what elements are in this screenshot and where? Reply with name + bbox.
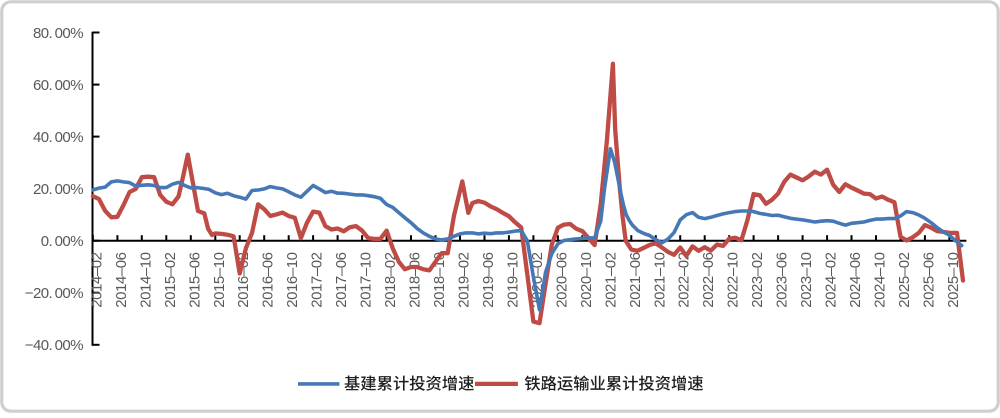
- svg-text:2022–10: 2022–10: [725, 252, 742, 307]
- svg-text:−40. 00%: −40. 00%: [25, 337, 83, 354]
- svg-text:2018–10: 2018–10: [431, 252, 448, 307]
- svg-text:2022–06: 2022–06: [700, 252, 717, 307]
- svg-text:2015–10: 2015–10: [211, 252, 228, 307]
- svg-text:2016–10: 2016–10: [284, 252, 301, 307]
- svg-text:2021–06: 2021–06: [627, 252, 644, 307]
- svg-text:2019–06: 2019–06: [480, 252, 497, 307]
- svg-text:2024–06: 2024–06: [847, 252, 864, 307]
- svg-text:2019–02: 2019–02: [456, 252, 473, 307]
- svg-text:2014–02: 2014–02: [88, 252, 105, 307]
- svg-text:2025–10: 2025–10: [945, 252, 962, 307]
- svg-text:−20. 00%: −20. 00%: [25, 285, 83, 302]
- svg-text:2015–06: 2015–06: [186, 252, 203, 307]
- svg-text:2018–02: 2018–02: [382, 252, 399, 307]
- svg-text:80. 00%: 80. 00%: [33, 25, 83, 42]
- svg-text:2024–02: 2024–02: [823, 252, 840, 307]
- svg-text:2014–06: 2014–06: [113, 252, 130, 307]
- svg-text:2023–10: 2023–10: [798, 252, 815, 307]
- svg-text:2021–02: 2021–02: [602, 252, 619, 307]
- svg-text:2025–02: 2025–02: [896, 252, 913, 307]
- svg-text:2018–06: 2018–06: [407, 252, 424, 307]
- svg-text:2017–10: 2017–10: [358, 252, 375, 307]
- svg-text:2014–10: 2014–10: [137, 252, 154, 307]
- svg-text:40. 00%: 40. 00%: [33, 129, 83, 146]
- svg-text:2016–06: 2016–06: [260, 252, 277, 307]
- svg-text:2023–06: 2023–06: [774, 252, 791, 307]
- svg-text:20. 00%: 20. 00%: [33, 181, 83, 198]
- svg-text:2025–06: 2025–06: [920, 252, 937, 307]
- svg-text:2020–06: 2020–06: [553, 252, 570, 307]
- svg-text:0. 00%: 0. 00%: [41, 233, 83, 250]
- svg-text:2020–10: 2020–10: [578, 252, 595, 307]
- svg-text:2021–10: 2021–10: [651, 252, 668, 307]
- svg-text:2023–02: 2023–02: [749, 252, 766, 307]
- svg-text:2017–02: 2017–02: [309, 252, 326, 307]
- svg-text:2024–10: 2024–10: [872, 252, 889, 307]
- svg-text:2015–02: 2015–02: [162, 252, 179, 307]
- svg-text:2022–02: 2022–02: [676, 252, 693, 307]
- svg-text:2017–06: 2017–06: [333, 252, 350, 307]
- svg-text:60. 00%: 60. 00%: [33, 77, 83, 94]
- svg-text:2019–10: 2019–10: [504, 252, 521, 307]
